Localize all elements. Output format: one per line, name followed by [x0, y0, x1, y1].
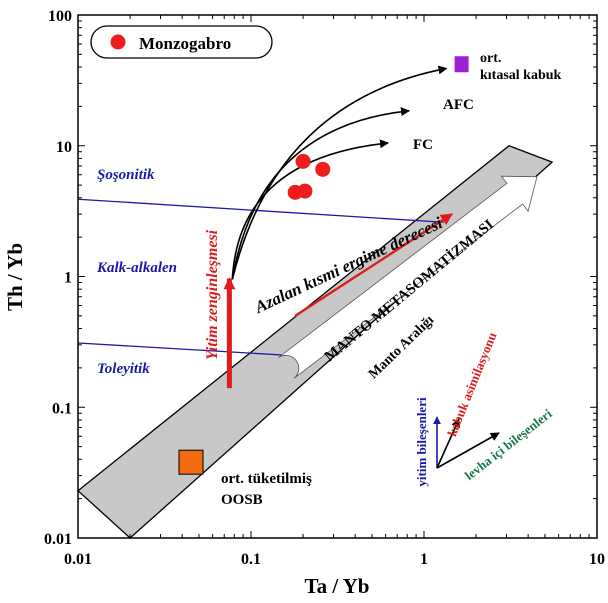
data-point [297, 183, 313, 199]
y-axis-label: Th / Yb [3, 243, 27, 311]
vector-subduction-label: yitim bileşenleri [414, 397, 429, 487]
x-axis-label: Ta / Yb [305, 574, 370, 598]
vector-intraplate-arrow [436, 432, 500, 469]
legend-box [90, 25, 273, 59]
subduction-enrichment-label: Yitim zenginleşmesi [204, 229, 221, 360]
crust-label-line2: kıtasal kabuk [480, 68, 562, 83]
trend-curve-layer [231, 65, 448, 280]
legend-marker [110, 34, 126, 50]
y-tick-label: 100 [48, 8, 72, 25]
data-point [295, 153, 311, 169]
y-tick-label: 0.01 [44, 531, 72, 548]
trend-curve-2 [231, 107, 410, 280]
data-point [315, 161, 331, 177]
boundary-line-layer [77, 198, 444, 356]
y-tick-label: 1 [64, 270, 72, 287]
afc-label: AFC [443, 97, 474, 113]
vector-diagram: yitim bileşenleri kabuk asimilasyonu lev… [414, 330, 555, 487]
field-label-calc-alkaline: Kalk-alkalen [96, 260, 177, 276]
vector-crust-arrow [436, 418, 460, 469]
data-point-layer [178, 56, 469, 475]
fc-label: FC [413, 137, 433, 153]
field-label-tholeiitic: Toleyitik [97, 361, 150, 377]
x-tick-label: 0.1 [241, 551, 261, 568]
trend-curve-3 [231, 65, 448, 280]
morb-marker [178, 449, 204, 475]
y-tick-label: 0.1 [52, 400, 72, 417]
axis-ticks: 0.01 0.1 1 10 0.01 0.1 1 10 100 [44, 8, 605, 568]
vector-crust-label: kabuk asimilasyonu [444, 330, 499, 438]
partial-melting-arrow [294, 213, 453, 317]
x-tick-label: 0.01 [64, 551, 92, 568]
crust-marker [454, 56, 469, 73]
process-arrow-layer [223, 175, 538, 389]
x-tick-label: 10 [589, 551, 605, 568]
vector-intraplate-label: levha içi bileşenleri [462, 406, 555, 483]
morb-label-line2: OOSB [221, 492, 263, 508]
x-tick-label: 1 [420, 551, 428, 568]
crust-label-line1: ort. [480, 51, 501, 66]
legend-label: Monzogabro [139, 34, 231, 53]
trend-curve-1 [231, 139, 389, 280]
field-label-shoshonitic: Şoşonitik [97, 167, 155, 183]
metasomatism-arrow [278, 175, 538, 379]
morb-label-line1: ort. tüketilmiş [221, 471, 312, 487]
boundary-line-2 [77, 342, 287, 356]
y-tick-label: 10 [56, 139, 72, 156]
boundary-line-1 [77, 198, 444, 223]
